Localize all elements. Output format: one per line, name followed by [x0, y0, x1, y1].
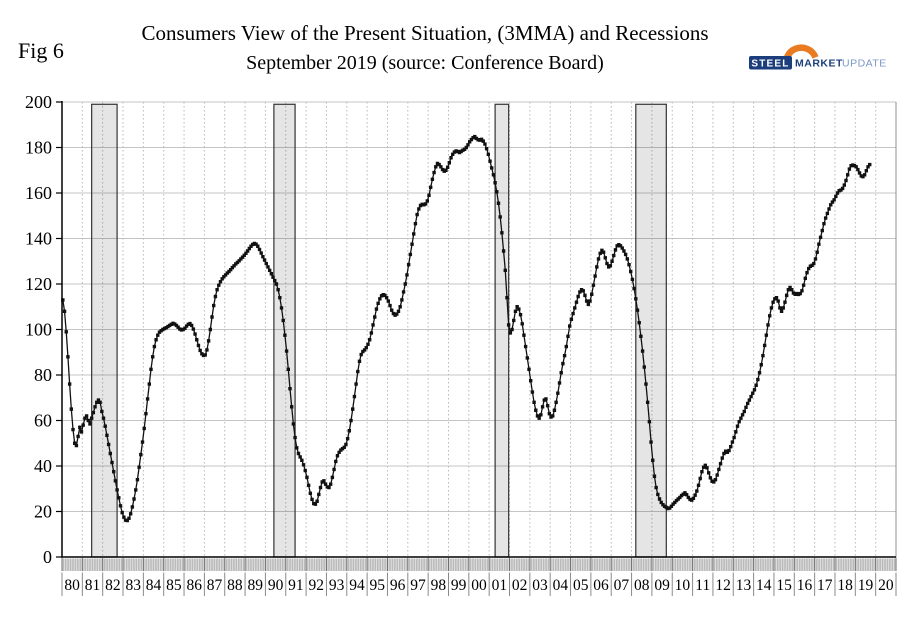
monthly-tick-strip — [61, 557, 897, 571]
y-tick-label: 140 — [25, 229, 52, 249]
x-tick-label: 82 — [105, 577, 121, 594]
chart-title-line2: September 2019 (source: Conference Board… — [246, 52, 604, 74]
y-tick-label: 160 — [25, 183, 52, 203]
y-tick-label: 40 — [34, 456, 52, 476]
x-tick-label: 89 — [247, 577, 263, 594]
x-tick-label: 81 — [85, 577, 101, 594]
chart-title-line1: Consumers View of the Present Situation,… — [141, 21, 709, 45]
x-tick-label: 15 — [776, 577, 792, 594]
chart-header: Fig 6 Consumers View of the Present Situ… — [0, 0, 910, 95]
x-tick-label: 18 — [837, 577, 853, 594]
x-tick-label: 84 — [146, 577, 162, 594]
x-tick-label: 94 — [349, 577, 365, 594]
x-tick-label: 97 — [410, 577, 426, 594]
x-tick-label: 91 — [288, 577, 304, 594]
y-tick-label: 180 — [25, 138, 52, 158]
recession-band — [91, 103, 118, 558]
x-tick-label: 90 — [268, 577, 284, 594]
x-tick-label: 99 — [451, 577, 467, 594]
x-tick-label: 98 — [431, 577, 447, 594]
x-tick-label: 95 — [370, 577, 386, 594]
x-tick-label: 92 — [309, 577, 325, 594]
x-tick-label: 13 — [736, 577, 752, 594]
y-axis-labels: 0 20 40 60 80 100 120 140 160 180 200 — [25, 92, 62, 567]
x-tick-label: 83 — [125, 577, 141, 594]
present-situation-series — [61, 134, 872, 523]
x-tick-label: 87 — [207, 577, 223, 594]
steel-market-update-logo: STEEL MARKET UPDATE — [748, 42, 888, 82]
recession-band — [494, 103, 510, 558]
x-tick-label: 06 — [593, 577, 609, 594]
x-tick-label: 80 — [64, 577, 80, 594]
recession-bands — [91, 103, 667, 558]
x-tick-label: 05 — [573, 577, 589, 594]
x-tick-label: 04 — [553, 577, 569, 594]
x-tick-label: 16 — [797, 577, 813, 594]
x-tick-label: 08 — [634, 577, 650, 594]
x-tick-label: 02 — [512, 577, 528, 594]
x-tick-label: 96 — [390, 577, 406, 594]
x-tick-label: 03 — [532, 577, 548, 594]
logo-text-update: UPDATE — [842, 58, 887, 70]
logo-steel-box — [749, 56, 792, 70]
x-tick-label: 93 — [329, 577, 345, 594]
y-tick-label: 20 — [34, 502, 52, 522]
x-tick-label: 07 — [614, 577, 630, 594]
x-tick-label: 17 — [817, 577, 833, 594]
x-tick-label: 14 — [756, 577, 772, 594]
x-tick-label: 00 — [471, 577, 487, 594]
figure-number: Fig 6 — [18, 38, 64, 63]
x-tick-label: 19 — [858, 577, 874, 594]
y-tick-label: 60 — [34, 411, 52, 431]
y-tick-label: 200 — [25, 92, 52, 112]
y-tick-label: 0 — [43, 547, 52, 567]
x-tick-label: 88 — [227, 577, 243, 594]
y-tick-label: 100 — [25, 320, 52, 340]
logo-text-market: MARKET — [795, 58, 843, 70]
x-tick-label: 20 — [878, 577, 894, 594]
x-tick-label: 11 — [695, 577, 710, 594]
x-tick-label: 09 — [654, 577, 670, 594]
x-tick-label: 10 — [675, 577, 691, 594]
x-axis-labels: 80 81 82 83 84 85 86 87 88 89 90 91 92 93 94 95 96 97 98 99… — [61, 572, 897, 596]
x-tick-label: 01 — [492, 577, 508, 594]
y-tick-label: 80 — [34, 365, 52, 385]
x-tick-label: 86 — [186, 577, 202, 594]
logo-text-steel: STEEL — [751, 59, 789, 70]
x-tick-label: 85 — [166, 577, 182, 594]
x-tick-label: 12 — [715, 577, 731, 594]
chart-title: Consumers View of the Present Situation,… — [95, 18, 755, 78]
horizontal-gridlines — [62, 101, 896, 512]
y-tick-label: 120 — [25, 274, 52, 294]
